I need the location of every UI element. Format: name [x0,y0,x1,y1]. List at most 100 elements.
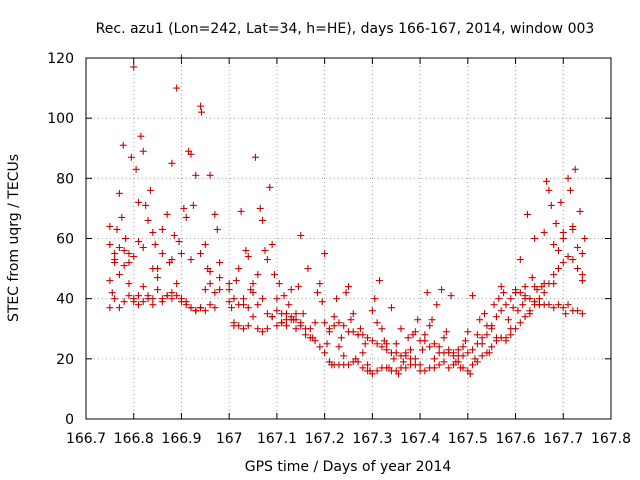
data-point [364,367,372,375]
data-point [349,328,357,336]
y-tick-label: 60 [56,232,74,248]
data-point [273,322,281,330]
data-point [416,361,424,369]
data-point [440,349,448,357]
data-point [445,346,453,354]
data-point [240,301,247,309]
data-point [416,337,424,345]
data-point [297,231,305,239]
data-point [120,247,128,255]
data-point [359,364,367,372]
data-point [490,301,498,309]
data-point [259,328,267,336]
data-point [426,322,434,330]
data-point [550,241,558,249]
data-point [228,304,236,312]
data-point [151,241,159,249]
data-point [263,310,271,318]
data-point [173,280,181,288]
data-point [383,364,391,372]
data-point [569,222,577,230]
data-point [531,283,539,291]
y-tick-label: 0 [65,412,74,428]
data-point [559,304,567,312]
data-point [399,358,407,366]
data-point [282,316,290,324]
data-point [201,307,209,315]
data-point [163,210,171,218]
data-point [119,141,127,149]
data-point [421,331,429,339]
data-point [249,280,257,288]
data-point [371,295,379,303]
data-point [130,63,138,71]
data-point [569,256,577,264]
data-point [316,280,324,288]
data-point [521,283,529,291]
data-point [287,313,295,321]
data-point [149,265,157,273]
data-point [392,349,400,357]
data-point [521,292,529,300]
data-point [576,207,584,215]
data-point [323,340,331,348]
data-point [464,328,472,336]
data-point [564,174,572,182]
data-point [149,295,157,303]
data-point [543,177,551,185]
data-point [137,132,145,140]
y-tick-label: 100 [47,111,74,127]
data-point [280,292,288,300]
data-point [509,304,517,312]
x-tick-label: 167.3 [352,431,392,447]
data-point [225,286,233,294]
data-point [461,337,469,345]
data-point [125,259,133,267]
x-tick-label: 166.7 [66,431,106,447]
data-point [144,292,152,300]
data-point [173,84,181,92]
data-point [146,186,154,194]
data-point [256,204,264,212]
data-point [481,310,489,318]
data-point [442,328,450,336]
data-point [478,334,486,342]
data-point [574,244,582,252]
data-point [249,313,257,321]
data-point [118,213,126,221]
data-point [139,244,147,252]
data-point [232,277,240,285]
data-point [173,292,181,300]
data-point [127,153,135,161]
data-point [287,286,295,294]
data-point [435,361,443,369]
data-point [125,292,133,300]
data-point [192,307,200,315]
data-point [430,355,438,363]
data-point [378,343,386,351]
data-point [187,150,195,158]
data-point [211,304,219,312]
data-point [512,286,520,294]
data-point [294,283,302,291]
data-point [578,310,586,318]
data-point [550,271,558,279]
data-point [242,247,250,255]
data-point [483,349,491,357]
data-point [414,316,422,324]
x-tick-label: 167.4 [400,431,440,447]
data-point [559,228,567,236]
y-tick-label: 120 [47,51,74,67]
data-point [271,271,279,279]
data-point [526,307,534,315]
data-point [206,268,214,276]
x-tick-label: 167.6 [495,431,535,447]
data-point [433,301,441,309]
data-point [177,295,185,303]
x-tick-label: 167 [216,431,243,447]
data-point [528,274,536,282]
data-point [421,367,429,375]
data-point [574,307,582,315]
data-point [464,367,472,375]
data-point [142,201,150,209]
